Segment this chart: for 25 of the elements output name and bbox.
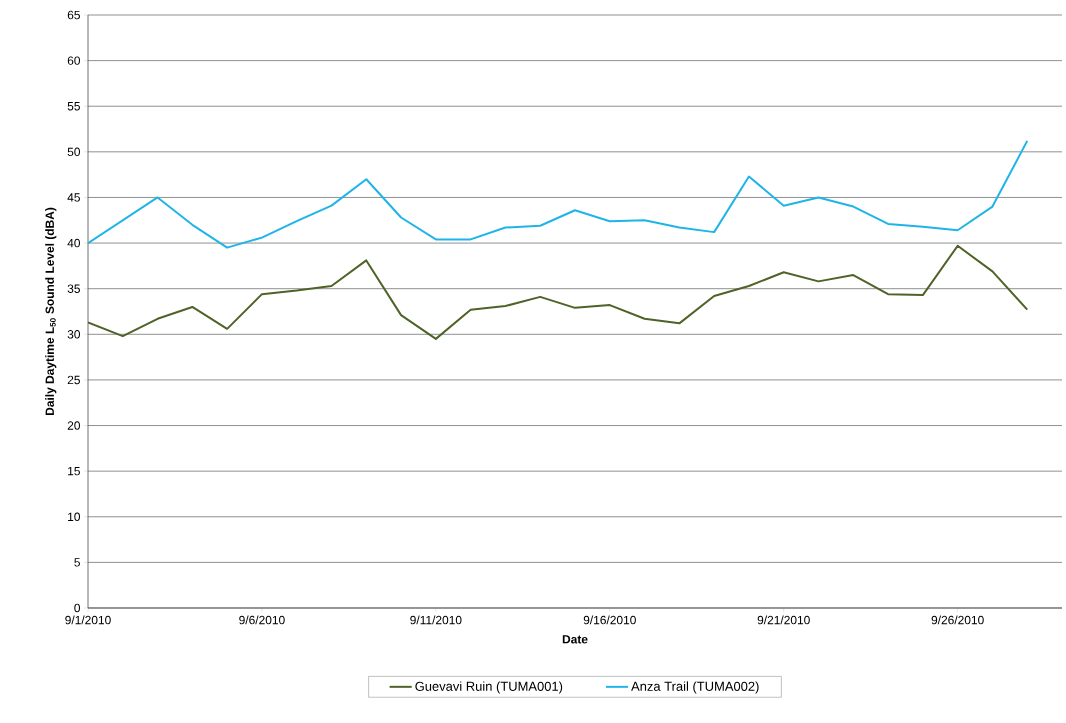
x-tick-label: 9/26/2010 xyxy=(931,615,984,625)
y-tick-label: 65 xyxy=(67,10,80,20)
y-tick-label: 25 xyxy=(67,375,80,385)
x-tick-label: 9/11/2010 xyxy=(410,615,462,625)
y-tick-label: 35 xyxy=(67,284,80,293)
y-axis-title: Daily Daytime L$_{50}$ Sound Level (dBA) xyxy=(45,207,57,416)
x-tick-label: 9/16/2010 xyxy=(583,615,636,625)
y-tick-label: 15 xyxy=(68,466,80,476)
y-tick-label: 40 xyxy=(67,238,81,248)
y-tick-label: 60 xyxy=(67,56,81,65)
legend-label: Guevavi Ruin (TUMA001) xyxy=(415,681,563,694)
y-tick-label: 20 xyxy=(67,421,81,430)
y-tick-label: 0 xyxy=(74,603,81,613)
y-tick-label: 10 xyxy=(68,512,81,521)
x-tick-label: 9/21/2010 xyxy=(757,615,810,625)
x-axis-title: Date xyxy=(562,635,588,644)
x-tick-label: 9/1/2010 xyxy=(65,615,111,625)
legend-label: Anza Trail (TUMA002) xyxy=(631,681,759,694)
y-tick-label: 5 xyxy=(74,558,80,567)
y-tick-label: 30 xyxy=(67,330,81,339)
y-tick-label: 55 xyxy=(67,102,80,111)
x-tick-label: 9/6/2010 xyxy=(239,615,285,625)
line-series xyxy=(88,244,1029,340)
y-tick-label: 45 xyxy=(67,193,80,202)
y-tick-label: 50 xyxy=(67,147,81,157)
